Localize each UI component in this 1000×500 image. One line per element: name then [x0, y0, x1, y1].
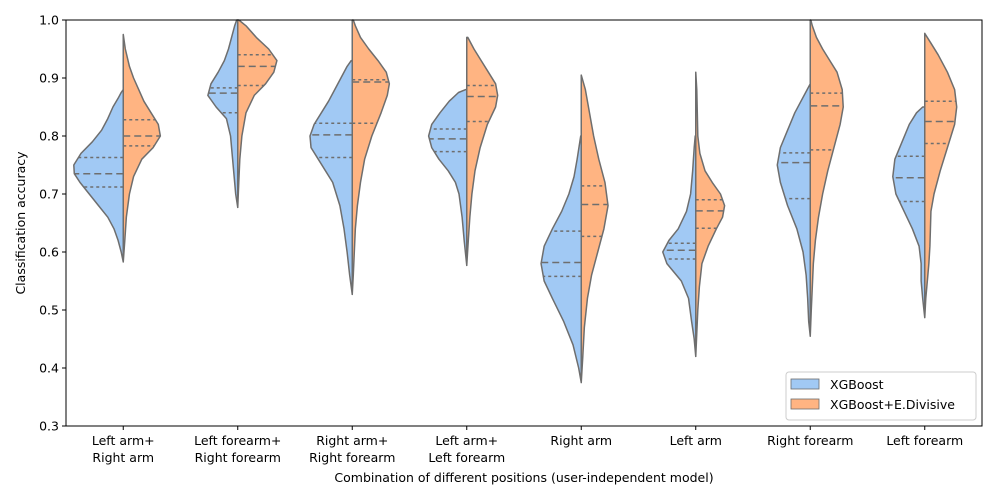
y-tick-label: 0.5: [39, 303, 59, 318]
violin-xgboost-6: [776, 83, 811, 337]
x-tick-label: Right forearm: [195, 450, 281, 465]
legend-label: XGBoost: [830, 377, 884, 392]
violin-xgboost-edivisive-1: [237, 19, 278, 209]
violin-xgboost-edivisive-5: [695, 71, 726, 358]
y-tick-label: 1.0: [39, 13, 59, 28]
y-tick-label: 0.9: [39, 71, 59, 86]
x-tick-label: Right forearm: [767, 433, 853, 448]
legend-box: [785, 371, 977, 421]
y-tick-label: 0.4: [39, 361, 59, 376]
violin-xgboost-edivisive-2: [351, 19, 391, 296]
violin-layer: [73, 19, 958, 384]
legend-swatch: [790, 378, 820, 390]
violin-xgboost-5: [662, 135, 697, 358]
x-tick-label: Left arm+: [92, 433, 155, 448]
violin-xgboost-3: [427, 88, 468, 267]
violin-xgboost-edivisive-4: [580, 74, 609, 384]
y-axis-label: Classification accuracy: [13, 151, 28, 295]
y-axis: 0.3 0.4 0.5 0.6 0.7 0.8 0.9 1.0: [39, 13, 66, 434]
x-tick-label: Right arm: [550, 433, 612, 448]
x-tick-label: Right arm: [92, 450, 154, 465]
plot-frame: [65, 19, 983, 427]
violin-xgboost-1: [207, 19, 239, 209]
x-tick-label: Right arm+: [316, 433, 388, 448]
violin-xgboost-7: [892, 106, 926, 319]
y-tick-label: 0.6: [39, 245, 59, 260]
x-tick-label: Left forearm+: [194, 433, 281, 448]
violin-xgboost-edivisive-3: [466, 36, 499, 267]
legend-label: XGBoost+E.Divisive: [830, 397, 955, 412]
violin-xgboost-edivisive-0: [122, 33, 162, 263]
x-tick-label: Left arm: [670, 433, 722, 448]
x-tick-label: Left arm+: [435, 433, 498, 448]
x-tick-label: Left forearm: [428, 450, 505, 465]
y-tick-label: 0.3: [39, 419, 59, 434]
violin-xgboost-0: [73, 88, 124, 263]
x-axis: Left arm+ Right arm Left forearm+ Right for…: [92, 426, 963, 465]
x-tick-label: Right forearm: [309, 450, 395, 465]
y-tick-label: 0.7: [39, 187, 59, 202]
violin-xgboost-edivisive-7: [924, 32, 958, 319]
violin-xgboost-edivisive-6: [809, 19, 844, 337]
x-tick-label: Left forearm: [886, 433, 963, 448]
y-tick-label: 0.8: [39, 129, 59, 144]
violin-xgboost-2: [309, 59, 353, 296]
violin-xgboost-4: [540, 135, 582, 384]
legend: XGBoost XGBoost+E.Divisive: [785, 371, 977, 421]
legend-swatch: [790, 398, 820, 410]
x-axis-label: Combination of different positions (user…: [334, 470, 713, 485]
